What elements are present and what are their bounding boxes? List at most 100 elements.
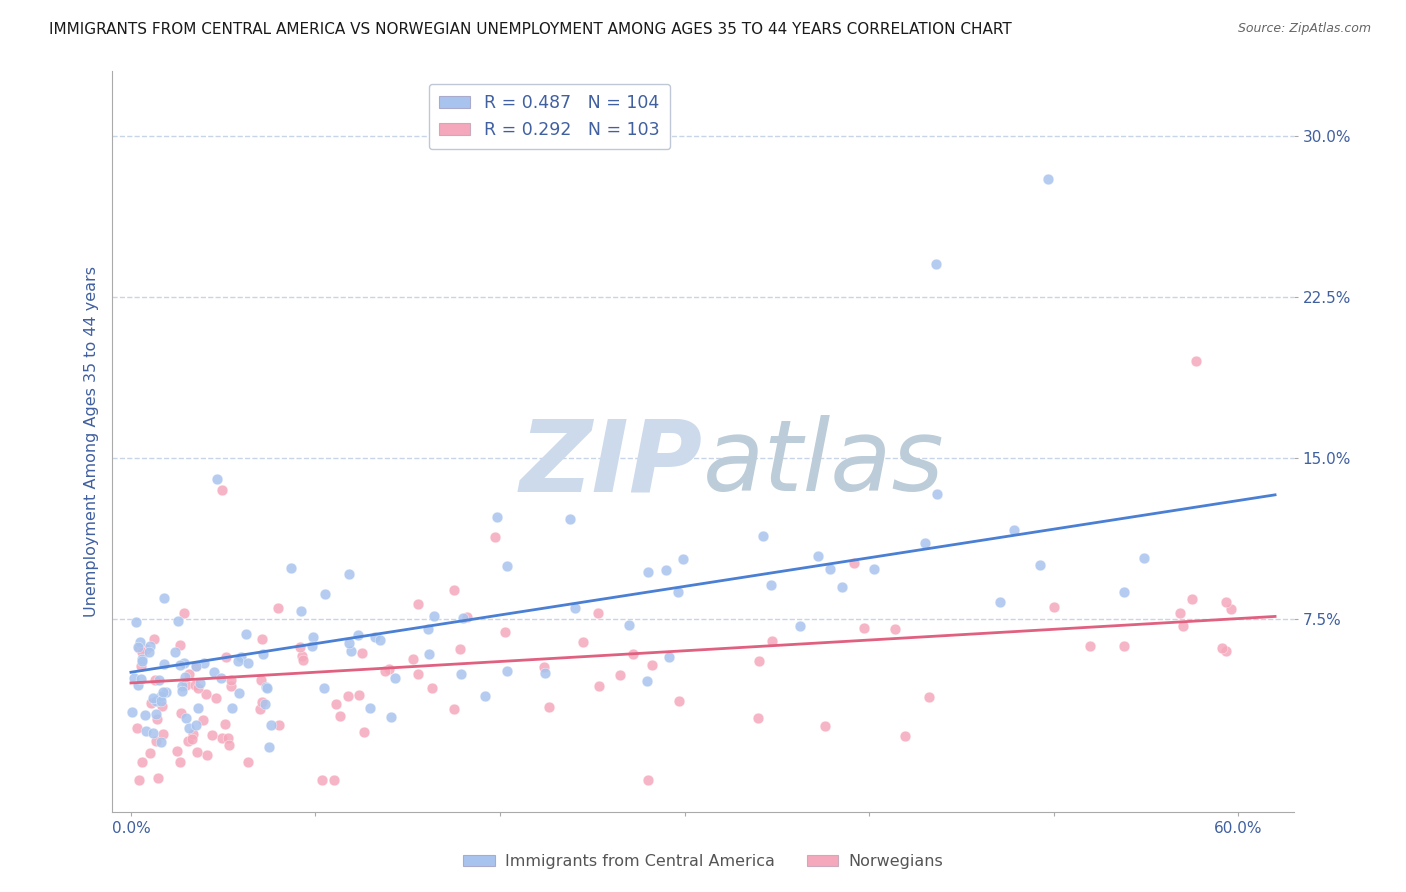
Point bbox=[484, 530, 506, 544]
Point bbox=[1133, 551, 1156, 566]
Point bbox=[150, 699, 173, 714]
Point bbox=[1114, 585, 1136, 599]
Point bbox=[337, 636, 360, 650]
Point bbox=[588, 679, 610, 693]
Point bbox=[1043, 599, 1066, 614]
Point bbox=[129, 672, 152, 686]
Point bbox=[145, 694, 167, 708]
Point bbox=[128, 772, 150, 787]
Point bbox=[173, 656, 195, 670]
Point bbox=[291, 649, 314, 664]
Point bbox=[249, 673, 271, 688]
Point bbox=[370, 632, 392, 647]
Point bbox=[211, 483, 233, 497]
Point bbox=[165, 645, 187, 659]
Point bbox=[238, 755, 260, 769]
Point bbox=[893, 729, 915, 743]
Y-axis label: Unemployment Among Ages 35 to 44 years: Unemployment Among Ages 35 to 44 years bbox=[83, 266, 98, 617]
Point bbox=[350, 646, 373, 660]
Point bbox=[831, 580, 853, 594]
Point bbox=[187, 701, 209, 715]
Point bbox=[423, 608, 446, 623]
Point bbox=[609, 667, 631, 681]
Point bbox=[449, 641, 471, 656]
Point bbox=[1181, 591, 1204, 606]
Point bbox=[314, 586, 336, 600]
Point bbox=[145, 707, 167, 722]
Point bbox=[149, 735, 172, 749]
Point bbox=[131, 654, 153, 668]
Point bbox=[259, 718, 281, 732]
Point bbox=[636, 673, 658, 688]
Point bbox=[146, 712, 169, 726]
Point bbox=[152, 685, 174, 699]
Point bbox=[1036, 171, 1059, 186]
Point bbox=[139, 696, 162, 710]
Point bbox=[761, 633, 783, 648]
Point bbox=[143, 632, 166, 646]
Point bbox=[418, 648, 440, 662]
Point bbox=[169, 658, 191, 673]
Point bbox=[249, 702, 271, 716]
Point bbox=[640, 658, 662, 673]
Point bbox=[252, 647, 274, 661]
Point bbox=[139, 640, 162, 654]
Point bbox=[408, 666, 430, 681]
Point bbox=[134, 707, 156, 722]
Point bbox=[914, 536, 936, 550]
Point bbox=[186, 745, 208, 759]
Point bbox=[205, 691, 228, 706]
Point bbox=[252, 632, 274, 646]
Point bbox=[814, 719, 837, 733]
Point bbox=[323, 772, 346, 787]
Point bbox=[204, 665, 226, 679]
Point bbox=[918, 690, 941, 704]
Point bbox=[179, 666, 201, 681]
Point bbox=[187, 681, 209, 695]
Point bbox=[155, 685, 177, 699]
Point bbox=[152, 726, 174, 740]
Point bbox=[214, 716, 236, 731]
Point bbox=[254, 698, 277, 712]
Point bbox=[311, 772, 333, 787]
Point bbox=[129, 659, 152, 673]
Point bbox=[533, 660, 555, 674]
Point bbox=[925, 258, 948, 272]
Point bbox=[988, 595, 1011, 609]
Point bbox=[219, 673, 242, 688]
Point bbox=[169, 755, 191, 769]
Point bbox=[572, 634, 595, 648]
Point bbox=[170, 706, 193, 721]
Point bbox=[1171, 619, 1194, 633]
Point bbox=[1028, 558, 1050, 572]
Point bbox=[586, 606, 609, 620]
Point bbox=[1215, 644, 1237, 658]
Point bbox=[125, 615, 148, 629]
Point bbox=[228, 686, 250, 700]
Point bbox=[1215, 595, 1237, 609]
Point bbox=[201, 728, 224, 742]
Point bbox=[752, 529, 775, 543]
Point bbox=[217, 731, 239, 746]
Point bbox=[127, 678, 149, 692]
Point bbox=[655, 563, 678, 577]
Point bbox=[226, 654, 249, 668]
Point bbox=[406, 597, 429, 611]
Point bbox=[671, 552, 693, 566]
Point bbox=[668, 694, 690, 708]
Point bbox=[142, 726, 165, 740]
Point bbox=[135, 642, 157, 657]
Point bbox=[193, 657, 215, 671]
Point bbox=[122, 672, 145, 686]
Point bbox=[170, 679, 193, 693]
Point bbox=[148, 673, 170, 688]
Text: IMMIGRANTS FROM CENTRAL AMERICA VS NORWEGIAN UNEMPLOYMENT AMONG AGES 35 TO 44 YE: IMMIGRANTS FROM CENTRAL AMERICA VS NORWE… bbox=[49, 22, 1012, 37]
Text: ZIP: ZIP bbox=[520, 416, 703, 512]
Point bbox=[138, 645, 160, 659]
Point bbox=[301, 630, 323, 644]
Point bbox=[128, 635, 150, 649]
Point bbox=[494, 624, 516, 639]
Point bbox=[883, 622, 905, 636]
Point bbox=[215, 649, 238, 664]
Point bbox=[416, 622, 439, 636]
